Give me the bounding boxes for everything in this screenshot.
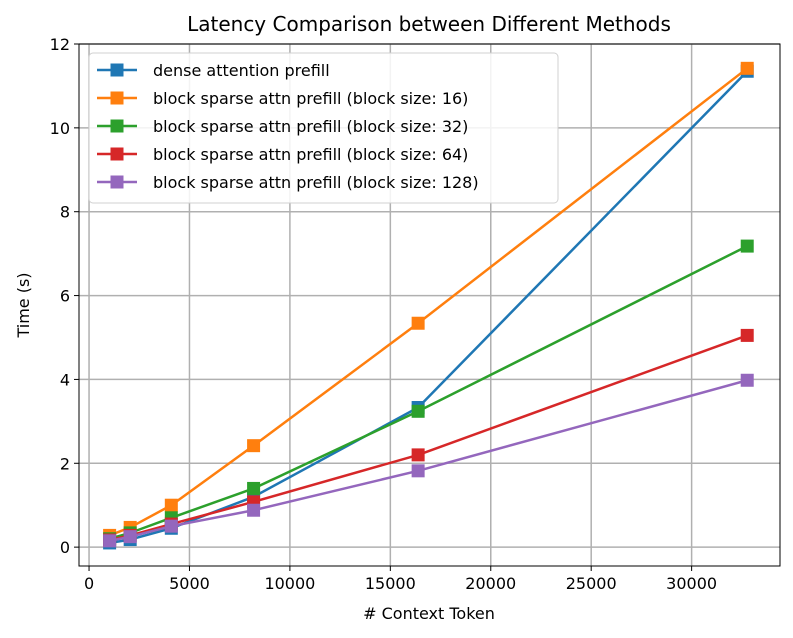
legend-marker (110, 119, 124, 133)
series-3 (103, 328, 754, 547)
series-line (109, 334, 748, 542)
y-axis: 0 2 4 6 8 10 12 (50, 35, 79, 557)
legend-label: block sparse attn prefill (block size: 3… (153, 117, 468, 136)
data-point-marker (411, 316, 425, 330)
legend-marker (110, 175, 124, 189)
series-line (109, 379, 748, 543)
legend: dense attention prefill block sparse attn… (88, 52, 559, 204)
y-tick-label: 12 (50, 35, 70, 54)
y-tick-label: 10 (50, 119, 70, 138)
x-axis-label: # Context Token (363, 604, 495, 623)
y-axis-label: Time (s) (14, 272, 33, 338)
legend-marker (110, 147, 124, 161)
data-point-marker (411, 464, 425, 478)
legend-label: block sparse attn prefill (block size: 6… (153, 145, 468, 164)
data-point-marker (740, 373, 754, 387)
y-tick-label: 4 (60, 370, 70, 389)
data-point-marker (740, 61, 754, 75)
data-point-marker (164, 519, 178, 533)
chart-title: Latency Comparison between Different Met… (187, 12, 671, 36)
legend-label: dense attention prefill (153, 61, 330, 80)
x-tick-label: 5000 (169, 574, 210, 593)
legend-marker (110, 63, 124, 77)
data-point-marker (411, 404, 425, 418)
data-point-marker (740, 239, 754, 253)
series-layer (103, 61, 754, 550)
y-tick-label: 2 (60, 454, 70, 473)
data-point-marker (247, 439, 261, 453)
y-tick-label: 6 (60, 287, 70, 306)
legend-box (88, 52, 559, 204)
x-tick-label: 30000 (666, 574, 717, 593)
x-tick-label: 15000 (365, 574, 416, 593)
legend-item: block sparse attn prefill (block size: 1… (97, 173, 479, 192)
series-2 (103, 239, 754, 546)
data-point-marker (247, 481, 261, 495)
data-point-marker (247, 503, 261, 517)
data-point-marker (740, 328, 754, 342)
series-4 (103, 373, 754, 548)
legend-label: block sparse attn prefill (block size: 1… (153, 173, 479, 192)
x-tick-label: 10000 (264, 574, 315, 593)
y-tick-label: 8 (60, 203, 70, 222)
legend-item: block sparse attn prefill (block size: 6… (97, 145, 468, 164)
data-point-marker (411, 448, 425, 462)
legend-item: dense attention prefill (97, 61, 330, 80)
data-point-marker (164, 498, 178, 512)
legend-label: block sparse attn prefill (block size: 1… (153, 89, 468, 108)
series-line (109, 244, 748, 540)
y-tick-label: 0 (60, 538, 70, 557)
x-tick-label: 0 (84, 574, 94, 593)
data-point-marker (123, 530, 137, 544)
x-axis: 0 5000 10000 15000 20000 25000 30000 (84, 566, 717, 593)
x-tick-label: 20000 (465, 574, 516, 593)
x-tick-label: 25000 (566, 574, 617, 593)
legend-item: block sparse attn prefill (block size: 3… (97, 117, 468, 136)
legend-item: block sparse attn prefill (block size: 1… (97, 89, 468, 108)
data-point-marker (103, 534, 117, 548)
legend-marker (110, 91, 124, 105)
plot-frame (78, 43, 781, 567)
